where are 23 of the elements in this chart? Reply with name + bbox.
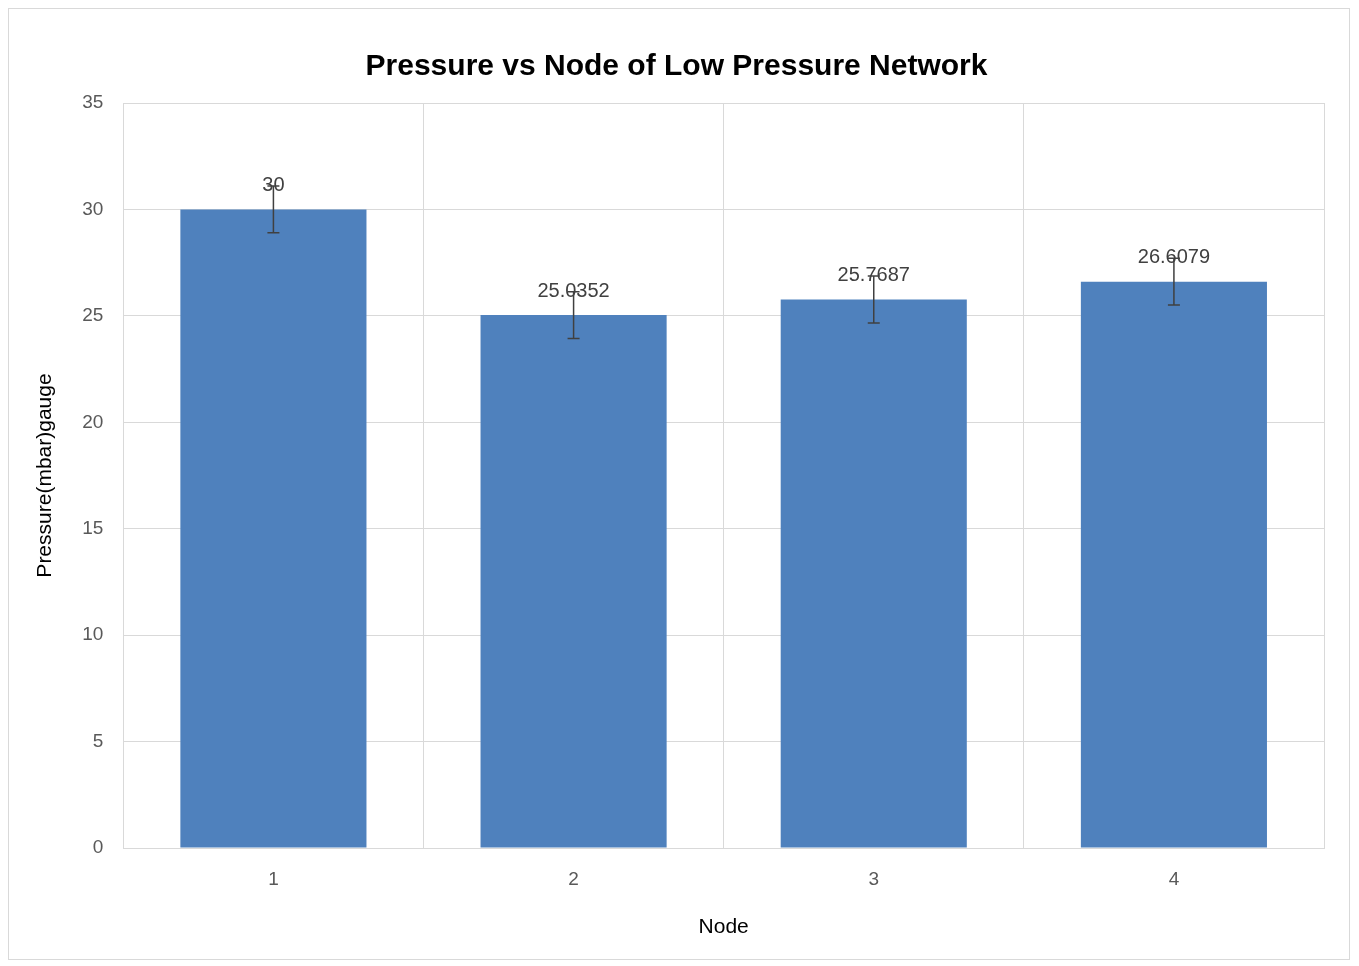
data-label: 25.0352: [537, 278, 610, 301]
x-tick-label: 3: [868, 867, 880, 889]
y-tick-label: 30: [82, 197, 104, 219]
bar: [1080, 281, 1267, 848]
x-axis-title: Node: [698, 914, 749, 938]
bar: [480, 315, 667, 848]
bar: [180, 209, 367, 848]
data-label: 30: [262, 172, 285, 195]
data-label: 25.7687: [837, 263, 910, 286]
x-tick-label: 2: [568, 867, 579, 889]
data-label: 26.6079: [1137, 245, 1211, 268]
y-axis-title: Pressure(mbar)gauge: [32, 373, 56, 578]
bar: [780, 299, 967, 848]
y-tick-label: 10: [82, 623, 104, 645]
chart-title: Pressure vs Node of Low Pressure Network: [365, 48, 988, 82]
y-tick-label: 25: [82, 304, 104, 326]
x-tick-label: 4: [1168, 867, 1180, 889]
y-tick-label: 5: [92, 729, 104, 751]
y-tick-label: 15: [82, 516, 104, 538]
y-tick-label: 35: [82, 91, 104, 113]
x-tick-label: 1: [268, 867, 279, 889]
y-tick-label: 20: [82, 410, 104, 432]
y-tick-label: 0: [92, 836, 104, 858]
